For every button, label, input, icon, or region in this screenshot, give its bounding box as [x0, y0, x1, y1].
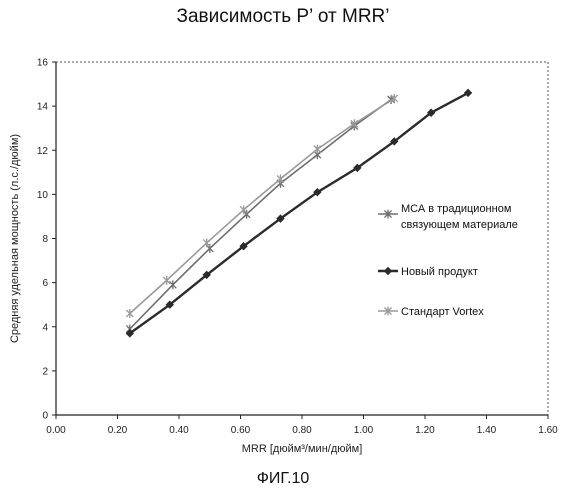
- y-tick-label: 12: [37, 146, 49, 157]
- y-tick-label: 0: [42, 411, 48, 422]
- y-tick-label: 16: [37, 58, 49, 69]
- y-tick-label: 4: [42, 322, 48, 333]
- data-point: [126, 309, 133, 318]
- y-axis-title: Средняя удельная мощность (л.с./дюйм): [9, 134, 21, 343]
- data-point: [277, 174, 284, 183]
- data-point: [169, 280, 176, 289]
- legend-swatch-marker: [385, 268, 392, 275]
- x-tick-label: 1.60: [538, 425, 558, 436]
- legend-label: МСА в традиционномсвязующем материале: [401, 203, 518, 231]
- series-line: [130, 100, 391, 330]
- x-tick-label: 0.40: [169, 425, 189, 436]
- x-tick-label: 0.00: [46, 425, 66, 436]
- data-point: [163, 276, 170, 285]
- legend-label: Новый продукт: [401, 266, 478, 278]
- x-tick-label: 1.20: [415, 425, 435, 436]
- data-point: [203, 238, 210, 247]
- y-tick-label: 14: [37, 102, 49, 113]
- x-tick-label: 1.40: [477, 425, 497, 436]
- x-axis-title: MRR [дюйм³/мин/дюйм]: [242, 443, 363, 455]
- figure-caption: ФИГ.10: [0, 470, 566, 488]
- y-tick-label: 2: [42, 366, 48, 377]
- y-tick-label: 6: [42, 278, 48, 289]
- x-tick-label: 0.60: [231, 425, 251, 436]
- x-tick-label: 0.20: [108, 425, 128, 436]
- legend-label: Стандарт Vortex: [401, 306, 484, 318]
- y-tick-label: 8: [42, 234, 48, 245]
- data-point: [314, 145, 321, 154]
- y-tick-label: 10: [37, 190, 49, 201]
- x-tick-label: 1.00: [354, 425, 374, 436]
- x-tick-label: 0.80: [292, 425, 312, 436]
